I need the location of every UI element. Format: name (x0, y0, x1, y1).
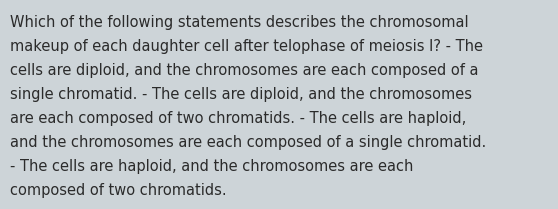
Text: single chromatid. - The cells are diploid, and the chromosomes: single chromatid. - The cells are diploi… (10, 87, 472, 102)
Text: cells are diploid, and the chromosomes are each composed of a: cells are diploid, and the chromosomes a… (10, 63, 479, 78)
Text: and the chromosomes are each composed of a single chromatid.: and the chromosomes are each composed of… (10, 135, 486, 150)
Text: Which of the following statements describes the chromosomal: Which of the following statements descri… (10, 15, 469, 30)
Text: composed of two chromatids.: composed of two chromatids. (10, 183, 227, 198)
Text: makeup of each daughter cell after telophase of meiosis I? - The: makeup of each daughter cell after telop… (10, 39, 483, 54)
Text: - The cells are haploid, and the chromosomes are each: - The cells are haploid, and the chromos… (10, 159, 413, 174)
Text: are each composed of two chromatids. - The cells are haploid,: are each composed of two chromatids. - T… (10, 111, 466, 126)
